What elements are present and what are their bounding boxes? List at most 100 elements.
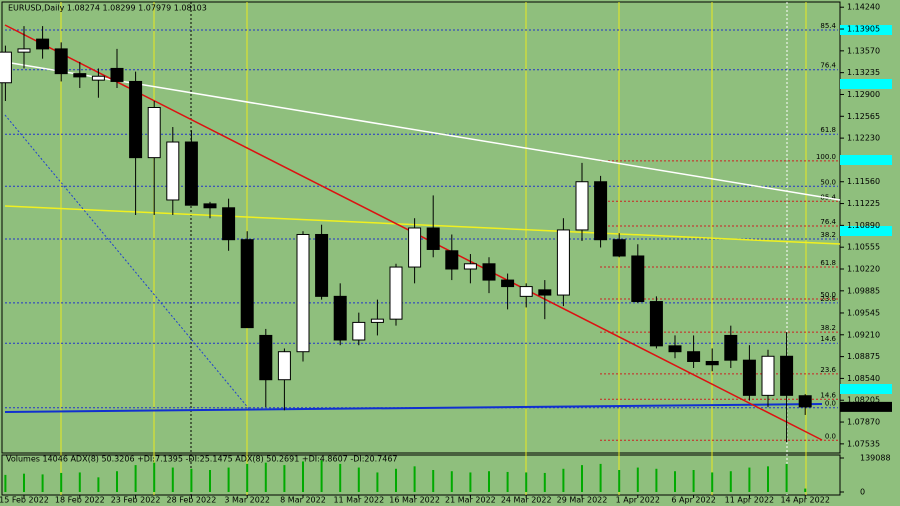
candle-body	[184, 141, 198, 206]
y-tick-label: 1.09545	[847, 308, 880, 317]
y-tick-label: 139088	[860, 454, 891, 463]
y-tick-label: 0	[860, 488, 865, 497]
candle-body	[315, 233, 329, 297]
marker	[840, 79, 892, 89]
marker	[840, 155, 892, 165]
marker	[840, 226, 892, 236]
candle-body	[240, 239, 254, 329]
candle-body	[463, 263, 477, 270]
x-tick-label: 15 Feb 2022	[0, 496, 49, 505]
candle-body	[761, 355, 775, 396]
x-tick-label: 23 Feb 2022	[111, 496, 161, 505]
candle-body	[538, 289, 552, 296]
x-tick-label: 6 Apr 2022	[671, 496, 715, 505]
y-tick-label: 1.07535	[847, 439, 880, 448]
candle-body	[203, 203, 217, 209]
y-tick-label: 1.08540	[847, 374, 880, 383]
chart-title: EURUSD,Daily 1.08274 1.08299 1.07979 1.0…	[8, 4, 207, 13]
candles	[0, 26, 812, 443]
y-tick-label: 1.10890	[847, 221, 880, 230]
price-tag	[840, 401, 892, 412]
x-tick-label: 18 Feb 2022	[55, 496, 105, 505]
candle-body	[352, 321, 366, 341]
candle-body	[166, 141, 180, 201]
candle-body	[370, 318, 384, 323]
level-label: 0.0	[825, 400, 836, 408]
candle-body	[575, 181, 589, 231]
x-tick-label: 21 Mar 2022	[445, 496, 496, 505]
level-label: 0.0	[825, 432, 836, 440]
level-label: 38.2	[820, 231, 836, 239]
level-label: 100.0	[816, 153, 836, 161]
trend-line	[4, 205, 841, 245]
candle-body	[54, 48, 68, 75]
candle-body	[445, 250, 459, 270]
candle-body	[129, 80, 143, 159]
candle-body	[501, 279, 515, 288]
candle-body	[668, 345, 682, 353]
level-label: 14.6	[820, 335, 836, 343]
candle-body	[742, 359, 756, 396]
y-tick-label: 1.07870	[847, 418, 880, 427]
candle-body	[259, 334, 273, 381]
candle-body	[705, 360, 719, 366]
candle-body	[519, 286, 533, 297]
level-markers	[840, 25, 892, 394]
level-label: 61.8	[820, 259, 836, 267]
x-tick-label: 29 Mar 2022	[557, 496, 608, 505]
marker	[840, 25, 892, 35]
y-tick-label: 1.08205	[847, 396, 880, 405]
candle-body	[222, 207, 236, 241]
y-tick-label: 1.09885	[847, 286, 880, 295]
level-label: 85.4	[820, 193, 836, 201]
x-tick-label: 3 Mar 2022	[224, 496, 270, 505]
candle-body	[631, 255, 645, 303]
candle-body	[798, 395, 812, 408]
x-tick-label: 11 Apr 2022	[725, 496, 774, 505]
candle-body	[17, 48, 31, 53]
y-tick-label: 1.12565	[847, 112, 880, 121]
x-tick-label: 16 Mar 2022	[389, 496, 440, 505]
candle-body	[389, 266, 403, 320]
x-tick-label: 24 Mar 2022	[501, 496, 552, 505]
x-tick-label: 14 Apr 2022	[780, 496, 829, 505]
candle-body	[110, 67, 124, 82]
candle-body	[296, 233, 310, 353]
candle-body	[0, 51, 12, 84]
candle-body	[147, 106, 161, 159]
candle-body	[482, 263, 496, 281]
level-label: 50.0	[820, 291, 836, 299]
level-label: 85.4	[820, 22, 836, 30]
y-tick-label: 1.12900	[847, 90, 880, 99]
y-tick-label: 1.08875	[847, 352, 880, 361]
volume-title: Volumes 14046 ADX(8) 50.3206 +DI:7.1395 …	[6, 455, 398, 464]
y-tick-label: 1.11560	[847, 177, 880, 186]
candle-body	[426, 227, 440, 250]
x-tick-label: 8 Mar 2022	[280, 496, 326, 505]
x-tick-label: 11 Mar 2022	[333, 496, 384, 505]
candle-body	[612, 239, 626, 257]
marker	[840, 384, 892, 394]
candle-body	[91, 75, 105, 81]
y-tick-label: 1.13235	[847, 68, 880, 77]
candle-body	[408, 227, 422, 268]
y-tick-label: 1.10555	[847, 243, 880, 252]
candle-body	[556, 229, 570, 296]
candle-body	[73, 73, 87, 78]
y-tick-label: 1.13570	[847, 46, 880, 55]
level-label: 14.6	[820, 391, 836, 399]
level-label: 38.2	[820, 324, 836, 332]
level-label: 61.8	[820, 126, 836, 134]
candle-body	[687, 351, 701, 362]
y-tick-label: 1.10220	[847, 265, 880, 274]
y-tick-label: 1.13905	[847, 25, 880, 34]
level-label: 76.4	[820, 62, 836, 70]
candle-body	[277, 351, 291, 381]
candle-body	[333, 295, 347, 341]
price-tag-label: 1.08103	[847, 402, 880, 411]
y-tick-label: 1.09210	[847, 330, 880, 339]
y-tick-label: 1.11225	[847, 199, 880, 208]
volume-panel	[1, 454, 841, 496]
